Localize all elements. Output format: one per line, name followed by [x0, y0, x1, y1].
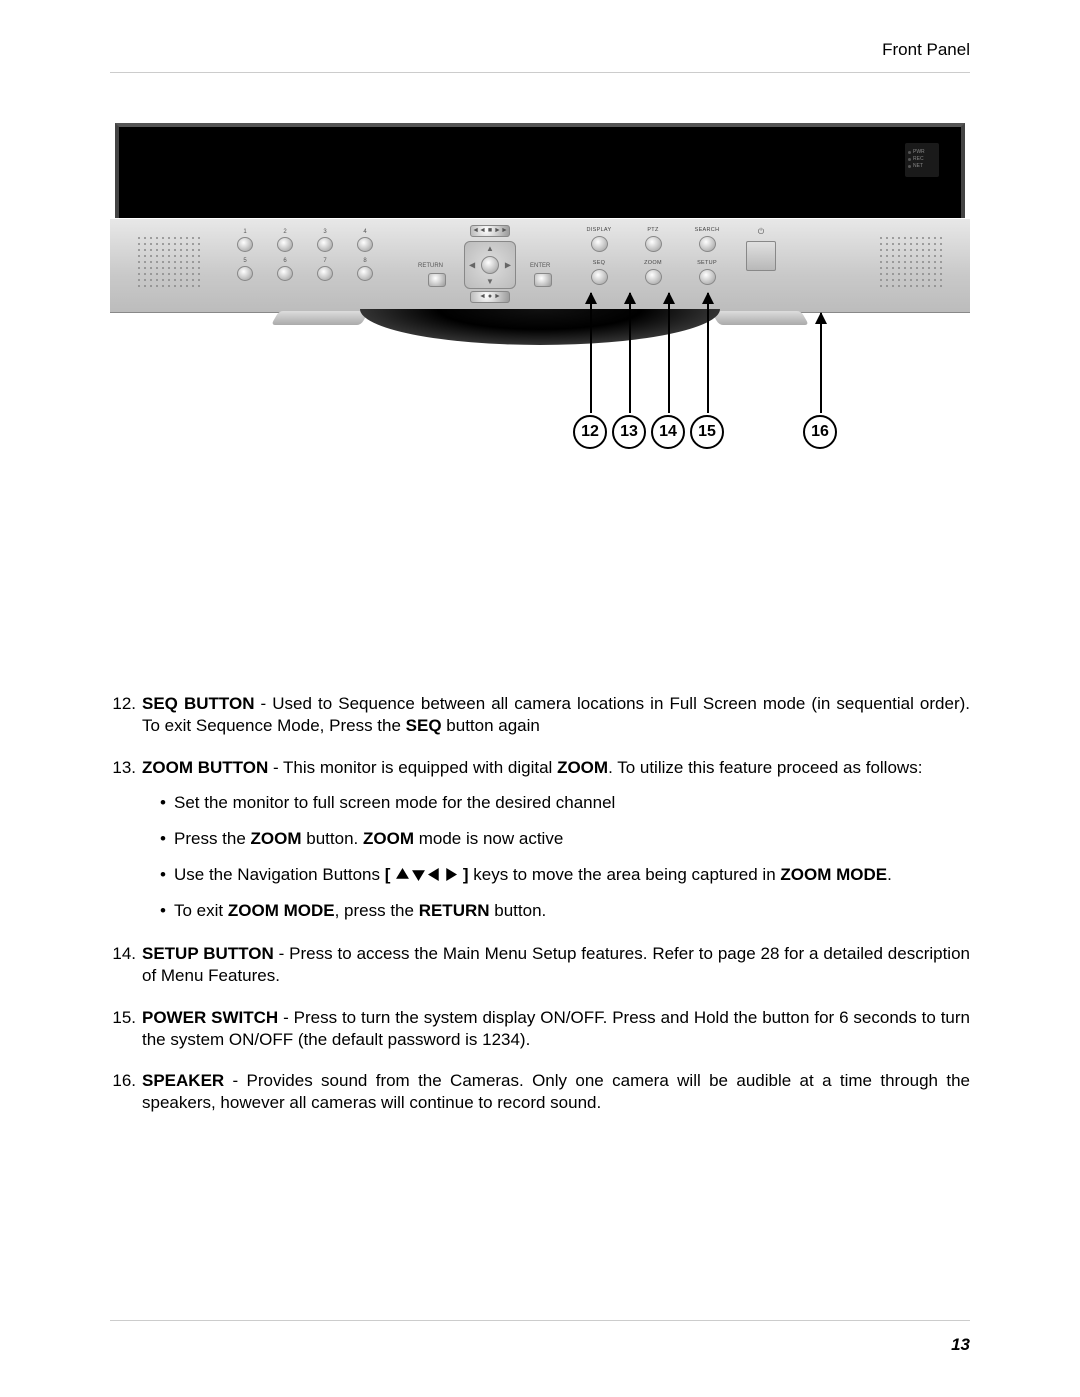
enter-button[interactable] — [534, 273, 552, 287]
item-16: 16.SPEAKER - Provides sound from the Cam… — [110, 1070, 970, 1114]
seq-button[interactable]: SEQ — [580, 260, 618, 285]
dpad[interactable]: ▲ ▼ ◀ ▶ — [464, 241, 516, 289]
stand-right — [711, 311, 809, 325]
callout-circle-16: 16 — [803, 415, 837, 449]
page-number: 13 — [951, 1335, 970, 1354]
device-figure: PWR REC NET 1234 5678 ◄◄ ■ ►► ◄ ● ► — [110, 123, 970, 603]
channel-button-7[interactable]: 7 — [310, 258, 340, 281]
description-list: 12.SEQ BUTTON - Used to Sequence between… — [110, 693, 970, 1114]
setup-button[interactable]: SETUP — [688, 260, 726, 285]
led-net-label: NET — [913, 163, 923, 170]
header-title: Front Panel — [882, 40, 970, 59]
zoom-button[interactable]: ZOOM — [634, 260, 672, 285]
device-illustration: PWR REC NET 1234 5678 ◄◄ ■ ►► ◄ ● ► — [110, 123, 970, 348]
channel-button-1[interactable]: 1 — [230, 229, 260, 252]
callout-arrow-12 — [590, 293, 592, 413]
search-button[interactable]: SEARCH — [688, 227, 726, 252]
ptz-button[interactable]: PTZ — [634, 227, 672, 252]
playback-top-bar[interactable]: ◄◄ ■ ►► — [470, 225, 510, 237]
channel-button-5[interactable]: 5 — [230, 258, 260, 281]
page-header: Front Panel — [110, 40, 970, 73]
arrow-right-icon: ▶ — [505, 261, 511, 270]
speaker-right — [878, 237, 944, 295]
item-13: 13.ZOOM BUTTON - This monitor is equippe… — [110, 757, 970, 924]
dpad-center-button[interactable] — [481, 256, 499, 274]
callout-circle-12: 12 — [573, 415, 607, 449]
return-label: RETURN — [418, 263, 443, 269]
channel-button-2[interactable]: 2 — [270, 229, 300, 252]
status-led-block: PWR REC NET — [905, 143, 939, 177]
channel-button-6[interactable]: 6 — [270, 258, 300, 281]
callout-circle-14: 14 — [651, 415, 685, 449]
channel-button-3[interactable]: 3 — [310, 229, 340, 252]
led-pwr-label: PWR — [913, 149, 925, 156]
display-button[interactable]: DISPLAY — [580, 227, 618, 252]
led-rec-label: REC — [913, 156, 924, 163]
sub-bullet: •To exit ZOOM MODE, press the RETURN but… — [160, 900, 970, 922]
power-button[interactable] — [746, 241, 776, 271]
speaker-left — [136, 237, 202, 295]
callout-circle-15: 15 — [690, 415, 724, 449]
arrow-up-icon: ▲ — [486, 244, 494, 253]
sub-bullet: •Use the Navigation Buttons [ ] keys to … — [160, 864, 970, 886]
callout-arrow-15 — [707, 293, 709, 413]
channel-button-4[interactable]: 4 — [350, 229, 380, 252]
arrow-left-icon: ◀ — [469, 261, 475, 270]
device-stand — [360, 309, 720, 345]
navigation-cluster: ◄◄ ■ ►► ◄ ● ► ▲ ▼ ◀ ▶ RETURN ENTER — [420, 225, 560, 307]
sub-bullet: •Press the ZOOM button. ZOOM mode is now… — [160, 828, 970, 850]
arrow-down-icon: ▼ — [486, 277, 494, 286]
item-12: 12.SEQ BUTTON - Used to Sequence between… — [110, 693, 970, 737]
callout-arrow-13 — [629, 293, 631, 413]
enter-label: ENTER — [530, 263, 550, 269]
device-screen: PWR REC NET — [115, 123, 965, 218]
callout-arrow-14 — [668, 293, 670, 413]
power-icon: ⏻ — [758, 227, 764, 237]
stand-left — [271, 311, 369, 325]
playback-bottom-bar[interactable]: ◄ ● ► — [470, 291, 510, 303]
item-15: 15.POWER SWITCH - Press to turn the syst… — [110, 1007, 970, 1051]
item-14: 14.SETUP BUTTON - Press to access the Ma… — [110, 943, 970, 987]
power-area: ⏻ — [746, 227, 776, 271]
function-buttons: DISPLAY PTZ SEARCH SEQ ZOOM SETUP — [580, 227, 726, 293]
sub-bullet: •Set the monitor to full screen mode for… — [160, 792, 970, 814]
page-footer: 13 — [110, 1320, 970, 1355]
channel-buttons: 1234 5678 — [230, 229, 390, 287]
control-panel: 1234 5678 ◄◄ ■ ►► ◄ ● ► ▲ ▼ ◀ ▶ R — [110, 218, 970, 313]
return-button[interactable] — [428, 273, 446, 287]
channel-button-8[interactable]: 8 — [350, 258, 380, 281]
callout-circle-13: 13 — [612, 415, 646, 449]
nav-arrows-icon — [395, 867, 458, 882]
callout-arrow-16 — [820, 313, 822, 413]
